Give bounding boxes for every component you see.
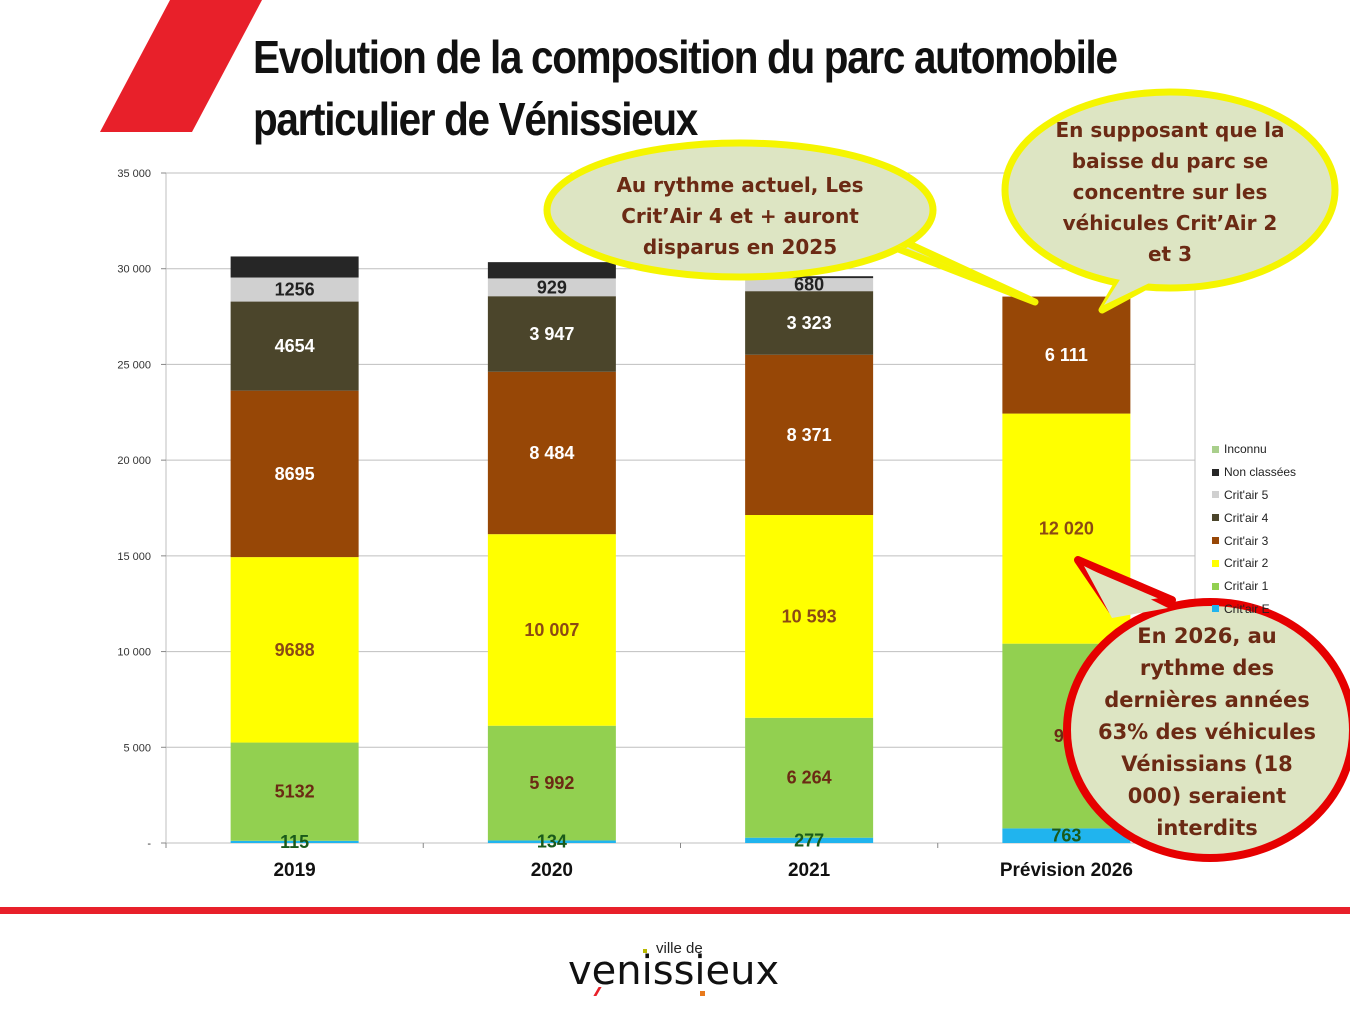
bar-segment [1002,296,1131,414]
legend-item: Crit'air 5 [1212,484,1332,507]
legend-item: Crit'air 4 [1212,506,1332,529]
bar-segment [487,725,616,841]
data-label: 8695 [275,464,315,484]
legend-label: Crit'air 3 [1224,533,1269,548]
logo-orange-dot [700,991,705,996]
legend-swatch [1212,559,1219,567]
legend-swatch [1212,491,1219,499]
logo-dot [643,949,647,953]
y-tick-label: 15 000 [117,551,151,563]
logo-main-text: venissieux [568,948,780,994]
data-label: 1256 [275,280,315,300]
legend-item: Crit'air 2 [1212,552,1332,575]
data-label: 115 [280,832,309,852]
footer-red-line [0,907,1350,914]
callout-rhythm-bubble [543,139,937,281]
bar-segment [487,371,616,535]
data-label: 134 [537,832,567,852]
callout-rhythm-text: Au rythme actuel, Les Crit’Air 4 et + au… [616,173,864,259]
x-tick-label: 2019 [273,860,315,881]
data-label: 680 [794,275,824,295]
legend-label: Crit'air E [1224,601,1270,616]
callout-suppose-bubble [1001,88,1339,292]
data-label: 3 947 [529,324,574,344]
page-title-line-1: Evolution de la composition du parc auto… [253,31,1118,83]
x-tick-label: Prévision 2026 [1000,860,1133,881]
bar-segment [745,354,874,516]
legend-label: Crit'air 5 [1224,487,1269,502]
legend-label: Crit'air 1 [1224,579,1269,594]
bar-segment [745,278,874,292]
callout-suppose-text: En supposant que la baisse du parc se co… [1055,118,1285,266]
bar-segment [745,291,874,355]
bar-segment [230,840,359,843]
y-tick-label: 30 000 [117,264,151,276]
legend-label: Inconnu [1224,442,1267,457]
logo-small-text: ville de [656,940,703,957]
data-label: 763 [1051,826,1081,846]
data-label: 10 007 [524,620,579,640]
bar-segment [487,840,616,843]
red-slash-decoration [100,0,262,132]
legend-swatch [1212,445,1219,453]
legend-item: Inconnu [1212,438,1332,461]
bar-segment [745,717,874,838]
chart-legend: Inconnu Non classées Crit'air 5 Crit'air 4 C… [1212,438,1332,620]
legend-label: Crit'air 4 [1224,510,1269,525]
legend-item: Non classées [1212,461,1332,484]
legend-label: Crit'air 2 [1224,556,1269,571]
legend-swatch [1212,468,1219,476]
legend-label: Non classées [1224,465,1297,480]
data-label: 6 111 [1045,345,1088,365]
x-tick-label: 2021 [788,860,831,881]
callout-2026-bubble [1063,598,1350,862]
y-tick-label: 20 000 [117,455,151,467]
x-tick-label: 2020 [531,860,573,881]
legend-item: Crit'air 3 [1212,529,1332,552]
data-label: 5132 [275,782,315,802]
data-label: 4654 [275,336,315,356]
data-label: 929 [537,277,567,297]
data-label: 12 020 [1039,519,1094,539]
bar-segment [745,837,874,843]
data-label: 8 371 [787,425,832,445]
data-label: 10 593 [782,606,837,626]
bar-segment [230,742,359,841]
legend-swatch [1212,537,1219,545]
data-label: 277 [794,830,824,850]
bar-segment [487,296,616,372]
page-title-line-2: particulier de Vénissieux [253,93,698,145]
bar-segment [230,557,359,743]
bar-segment [230,256,359,278]
bar-segment [745,276,874,279]
legend-item: Crit'air E [1212,598,1332,621]
bar-segment [487,262,616,279]
venissieux-logo: ville de venissieux [568,940,788,1000]
bar-segment [230,277,359,302]
data-label: 9688 [275,640,315,660]
y-tick-label: 25 000 [117,359,151,371]
y-tick-label: - [147,838,151,850]
legend-item: Crit'air 1 [1212,575,1332,598]
bar-segment [487,534,616,726]
data-label: 8 484 [529,443,574,463]
y-tick-label: 10 000 [117,647,151,659]
data-label: 5 992 [529,773,574,793]
y-tick-label: 5 000 [123,742,151,754]
stacked-bar-chart: - 5 000 10 000 15 000 20 000 25 000 30 000 35 0… [117,88,1350,881]
y-tick-label: 35 000 [117,168,151,180]
bar-segment [230,301,359,391]
bar-segment [1002,828,1131,843]
legend-swatch [1212,582,1219,590]
callout-2026-text: En 2026, au rythme des dernières années … [1097,624,1317,840]
data-label: 3 323 [787,313,832,333]
legend-swatch [1212,514,1219,522]
bar-segment [230,390,359,558]
legend-swatch [1212,605,1219,613]
data-label: 6 264 [787,768,832,788]
bar-segment [487,278,616,297]
bar-segment [745,515,874,718]
